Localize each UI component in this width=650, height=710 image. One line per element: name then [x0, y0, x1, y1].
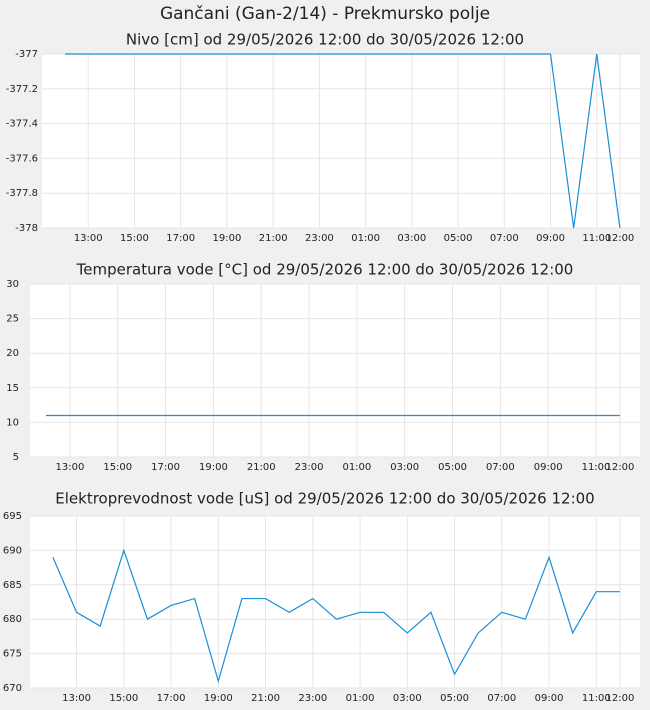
y-tick-label: 5 [13, 452, 19, 463]
x-tick-label: 03:00 [397, 233, 426, 244]
y-tick-label: -377.4 [6, 119, 38, 130]
x-tick-label: 13:00 [56, 462, 85, 473]
y-tick-label: -377 [15, 49, 38, 60]
x-tick-label: 17:00 [151, 462, 180, 473]
y-tick-label: -377.8 [6, 188, 38, 199]
x-tick-label: 11:00 [582, 693, 611, 704]
x-tick-label: 23:00 [305, 233, 334, 244]
x-tick-label: 07:00 [490, 233, 519, 244]
chart-title: Temperatura vode [°C] od 29/05/2026 12:0… [76, 261, 574, 279]
y-tick-label: 695 [3, 511, 22, 522]
x-tick-label: 21:00 [251, 693, 280, 704]
x-tick-label: 15:00 [120, 233, 149, 244]
y-tick-label: 685 [3, 580, 22, 591]
x-tick-label: 11:00 [582, 462, 611, 473]
x-tick-label: 19:00 [199, 462, 228, 473]
x-tick-label: 15:00 [109, 693, 138, 704]
x-tick-label: 05:00 [444, 233, 473, 244]
plot-area [30, 516, 640, 688]
x-tick-label: 17:00 [166, 233, 195, 244]
plot-area [42, 54, 640, 228]
x-tick-label: 09:00 [536, 233, 565, 244]
x-tick-label: 03:00 [393, 693, 422, 704]
chart-title: Elektroprevodnost vode [uS] od 29/05/202… [55, 490, 594, 508]
x-tick-label: 17:00 [157, 693, 186, 704]
x-tick-label: 21:00 [259, 233, 288, 244]
x-tick-label: 01:00 [342, 462, 371, 473]
y-tick-label: 30 [6, 279, 19, 290]
x-tick-label: 13:00 [74, 233, 103, 244]
x-tick-label: 12:00 [605, 233, 634, 244]
data-line [52, 548, 620, 684]
chart-title: Nivo [cm] od 29/05/2026 12:00 do 30/05/2… [126, 31, 524, 49]
x-tick-label: 07:00 [487, 693, 516, 704]
x-tick-label: 09:00 [535, 693, 564, 704]
y-tick-label: 15 [6, 383, 19, 394]
x-tick-label: 05:00 [438, 462, 467, 473]
y-tick-label: -378 [15, 223, 38, 234]
x-tick-label: 23:00 [295, 462, 324, 473]
y-tick-label: 20 [6, 348, 19, 359]
y-tick-label: 690 [3, 545, 22, 556]
x-tick-label: 13:00 [62, 693, 91, 704]
x-tick-label: 23:00 [298, 693, 327, 704]
main-title: Gančani (Gan-2/14) - Prekmursko polje [160, 4, 490, 24]
y-tick-label: -377.6 [6, 153, 38, 164]
x-tick-label: 01:00 [351, 233, 380, 244]
y-tick-label: 10 [6, 417, 19, 428]
y-tick-label: 675 [3, 649, 22, 660]
plot-area [30, 284, 640, 457]
x-tick-label: 21:00 [247, 462, 276, 473]
x-tick-label: 12:00 [606, 693, 635, 704]
y-tick-label: -377.2 [6, 84, 38, 95]
x-tick-label: 03:00 [390, 462, 419, 473]
x-tick-label: 19:00 [213, 233, 242, 244]
x-tick-label: 07:00 [486, 462, 515, 473]
x-tick-label: 01:00 [346, 693, 375, 704]
y-tick-label: 25 [6, 314, 19, 325]
x-tick-label: 09:00 [534, 462, 563, 473]
x-tick-label: 19:00 [204, 693, 233, 704]
y-tick-label: 670 [3, 683, 22, 694]
x-tick-label: 12:00 [605, 462, 634, 473]
y-tick-label: 680 [3, 614, 22, 625]
x-tick-label: 05:00 [440, 693, 469, 704]
x-tick-label: 15:00 [103, 462, 132, 473]
x-tick-label: 11:00 [582, 233, 611, 244]
data-line [65, 53, 621, 229]
